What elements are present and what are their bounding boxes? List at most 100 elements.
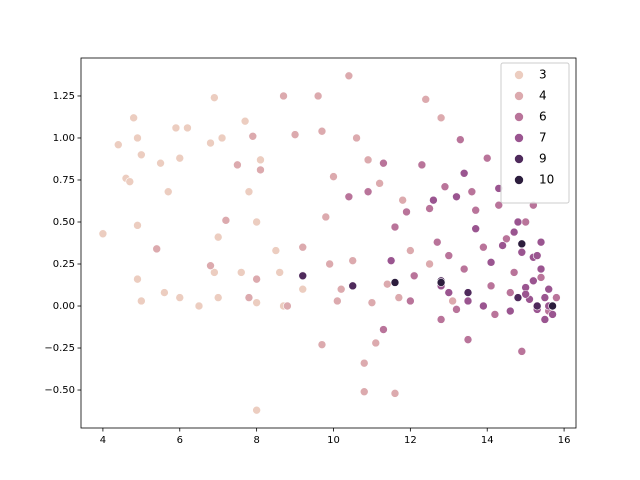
point xyxy=(459,264,469,274)
point xyxy=(467,187,477,197)
legend-label: 9 xyxy=(539,152,547,166)
point xyxy=(248,132,258,141)
x-tick-label: 10 xyxy=(327,435,340,446)
point xyxy=(317,126,327,136)
point xyxy=(536,264,546,274)
point xyxy=(363,155,373,165)
point xyxy=(367,298,377,307)
plot-frame xyxy=(80,57,577,429)
point xyxy=(448,296,457,306)
point xyxy=(348,256,358,265)
point xyxy=(133,274,142,284)
point xyxy=(532,301,542,311)
point xyxy=(133,133,142,143)
point xyxy=(509,227,519,237)
point xyxy=(509,268,519,277)
point xyxy=(505,306,515,316)
point xyxy=(540,293,550,302)
point xyxy=(244,187,254,197)
point xyxy=(490,310,500,319)
point xyxy=(536,273,546,282)
point xyxy=(471,224,480,234)
point xyxy=(444,251,454,260)
point xyxy=(213,293,223,302)
point xyxy=(383,279,392,289)
y-tick-label: −0.50 xyxy=(44,385,75,396)
point xyxy=(505,288,515,297)
point xyxy=(521,289,530,299)
legend-label: 3 xyxy=(539,68,547,82)
point xyxy=(156,158,165,168)
point xyxy=(256,155,265,165)
point xyxy=(421,95,431,104)
point xyxy=(479,301,488,311)
point xyxy=(206,138,215,148)
point xyxy=(536,237,546,247)
point xyxy=(290,130,300,139)
point xyxy=(175,293,185,302)
point xyxy=(298,284,308,294)
point xyxy=(498,241,507,250)
point xyxy=(390,278,400,287)
point xyxy=(98,229,108,239)
point xyxy=(137,296,146,306)
point xyxy=(521,217,530,227)
point xyxy=(459,168,469,178)
point xyxy=(152,244,162,254)
point xyxy=(359,358,369,368)
legend-marker xyxy=(514,133,524,143)
point xyxy=(513,217,523,227)
point xyxy=(402,207,411,217)
x-tick-label: 16 xyxy=(558,435,571,446)
point xyxy=(233,160,242,170)
point xyxy=(298,242,308,252)
point xyxy=(298,271,308,281)
legend-label: 7 xyxy=(539,131,547,145)
point xyxy=(175,153,185,163)
point xyxy=(552,293,561,302)
point xyxy=(113,140,123,150)
point xyxy=(409,271,419,281)
x-tick-label: 14 xyxy=(481,435,494,446)
point xyxy=(217,133,227,143)
point xyxy=(532,251,542,260)
point xyxy=(479,242,488,252)
point xyxy=(283,301,292,311)
point xyxy=(363,187,373,197)
legend-marker xyxy=(514,175,524,185)
point xyxy=(163,187,173,197)
point xyxy=(183,123,192,133)
point xyxy=(471,205,480,215)
point xyxy=(398,195,407,205)
point xyxy=(432,237,442,247)
point xyxy=(206,261,215,270)
legend-marker xyxy=(514,154,524,164)
point xyxy=(486,281,496,291)
point xyxy=(390,222,400,232)
x-tick-label: 8 xyxy=(253,435,259,446)
point xyxy=(486,258,496,267)
point xyxy=(171,123,181,133)
point xyxy=(313,91,323,101)
point xyxy=(344,71,354,81)
point xyxy=(240,116,250,126)
point xyxy=(375,179,384,188)
point xyxy=(210,93,219,102)
point xyxy=(137,150,146,160)
point xyxy=(425,204,434,213)
x-tick-label: 4 xyxy=(100,435,106,446)
point xyxy=(463,296,473,306)
point xyxy=(244,293,254,302)
x-tick-label: 12 xyxy=(404,435,417,446)
point xyxy=(436,315,446,324)
point xyxy=(529,276,538,286)
point xyxy=(456,135,465,144)
point xyxy=(359,387,369,397)
point xyxy=(494,200,504,210)
point xyxy=(417,160,427,170)
point xyxy=(325,259,334,269)
point xyxy=(194,301,204,311)
point xyxy=(371,338,381,348)
point xyxy=(133,221,142,230)
point xyxy=(336,284,346,294)
